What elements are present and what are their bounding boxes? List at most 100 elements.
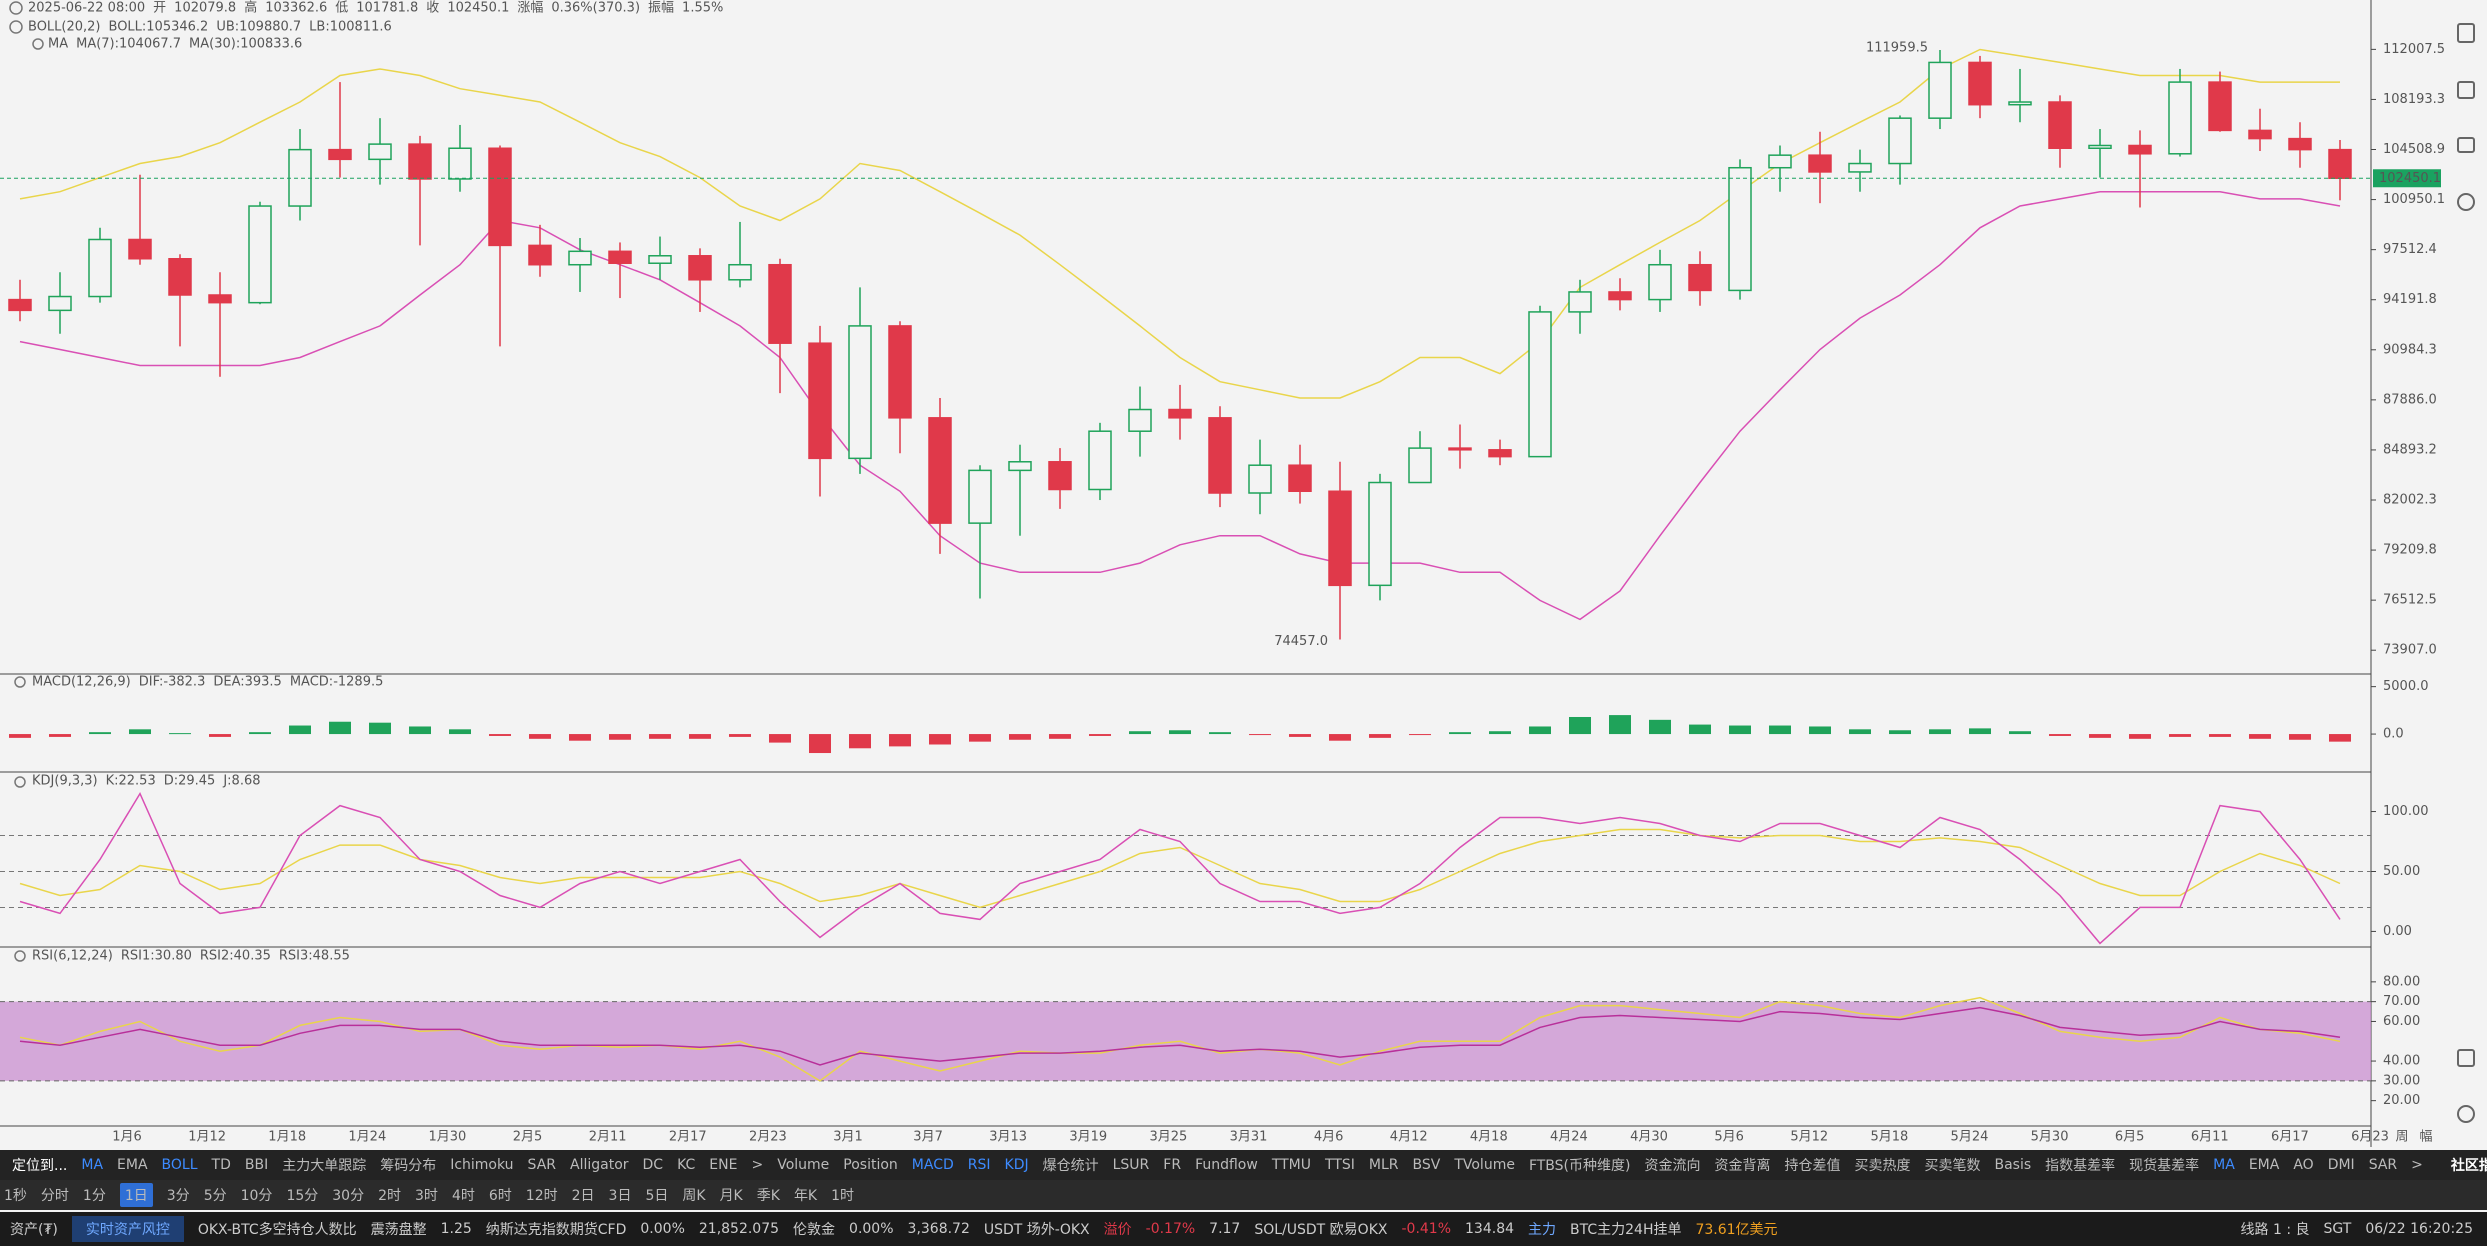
interval-option[interactable]: 15分	[286, 1188, 319, 1204]
indicator-tab[interactable]: Volume	[777, 1157, 830, 1173]
indicator-tab[interactable]: TVolume	[1454, 1157, 1515, 1173]
interval-option[interactable]: 月K	[719, 1188, 743, 1204]
interval-option[interactable]: 3时	[415, 1188, 438, 1204]
candle-body	[2088, 144, 2112, 149]
interval-option[interactable]: 12时	[525, 1188, 558, 1204]
indicator-tab[interactable]: MA	[81, 1157, 104, 1173]
interval-option[interactable]: 4时	[451, 1188, 475, 1204]
indicator-tab[interactable]: FR	[1163, 1157, 1182, 1173]
quote-high-label: 高	[244, 0, 257, 16]
candle-body	[528, 244, 552, 266]
interval-option[interactable]: 5日	[645, 1188, 669, 1204]
y-tick-label: 87886.0	[2383, 392, 2437, 407]
indicator-tab[interactable]: 指数基差率	[2045, 1158, 2116, 1174]
indicator-tab[interactable]: BSV	[1412, 1157, 1441, 1173]
candle-body	[808, 342, 832, 460]
tab-option[interactable]: 社区指标	[2450, 1158, 2487, 1174]
indicator-tab[interactable]: >	[751, 1157, 764, 1173]
indicator-tab[interactable]: 持仓差值	[1784, 1158, 1841, 1174]
x-tick-label: 2月17	[669, 1130, 707, 1145]
indicator-tab[interactable]: >	[2411, 1157, 2423, 1173]
candle-body	[488, 147, 512, 247]
indicator-tab[interactable]: MACD	[911, 1157, 954, 1173]
indicator-tab[interactable]: BBI	[244, 1157, 269, 1173]
interval-option[interactable]: 分时	[40, 1188, 69, 1204]
candle-body	[1128, 408, 1152, 432]
indicator-tab[interactable]: EMA	[117, 1157, 148, 1173]
candle-body	[248, 205, 272, 304]
indicator-tab[interactable]: LSUR	[1112, 1157, 1150, 1173]
interval-option[interactable]: 1日	[119, 1183, 153, 1207]
indicator-tab[interactable]: Ichimoku	[450, 1157, 514, 1173]
interval-option[interactable]: 周K	[682, 1188, 706, 1204]
indicator-tab[interactable]: 买卖热度	[1854, 1158, 1911, 1174]
indicator-tab[interactable]: SAR	[2368, 1157, 2398, 1173]
interval-option[interactable]: 5分	[203, 1188, 227, 1204]
status-item: 3,368.72	[907, 1221, 970, 1237]
indicator-tab[interactable]: 买卖笔数	[1924, 1158, 1981, 1174]
indicator-tab[interactable]: BOLL	[161, 1157, 198, 1173]
indicator-tab[interactable]: SAR	[527, 1157, 556, 1173]
macd-bar	[2049, 734, 2071, 736]
interval-option[interactable]: 季K	[756, 1188, 780, 1204]
indicator-line	[19, 1006, 2341, 1066]
x-extra-label: 幅	[2419, 1130, 2432, 1145]
indicator-tab[interactable]: MLR	[1368, 1157, 1399, 1173]
interval-option[interactable]: 3分	[166, 1188, 190, 1204]
indicator-tab[interactable]: DC	[642, 1157, 664, 1173]
interval-option[interactable]: 1分	[82, 1188, 106, 1204]
status-item: 21,852.075	[698, 1221, 780, 1237]
indicator-tab[interactable]: TTMU	[1271, 1157, 1312, 1173]
indicator-tab[interactable]: Fundflow	[1195, 1157, 1258, 1173]
indicator-tab[interactable]: 爆仓统计	[1042, 1158, 1099, 1174]
macd-bar	[169, 733, 191, 735]
indicator-tab[interactable]: 筹码分布	[380, 1158, 437, 1174]
interval-option[interactable]: 6时	[488, 1188, 512, 1204]
indicator-tab[interactable]: KDJ	[1004, 1157, 1029, 1173]
candle-body	[968, 469, 992, 524]
interval-option[interactable]: 2时	[378, 1188, 402, 1204]
y-tick-label: 108193.3	[2383, 92, 2445, 107]
interval-option[interactable]: 3日	[608, 1188, 632, 1204]
last-price-label: 102450.1	[2379, 171, 2441, 186]
macd-bar	[1049, 734, 1071, 739]
indicator-tab[interactable]: Alligator	[570, 1157, 629, 1173]
interval-option[interactable]: 30分	[332, 1188, 365, 1204]
indicator-tab[interactable]: Basis	[1994, 1157, 2032, 1173]
y-tick-label: 73907.0	[2383, 643, 2437, 658]
indicator-tab[interactable]: 资金流向	[1644, 1158, 1701, 1174]
indicator-tab[interactable]: MA	[2213, 1157, 2235, 1173]
indicator-tab[interactable]: RSI	[967, 1157, 991, 1173]
interval-option[interactable]: 年K	[793, 1188, 818, 1204]
candle-body	[1408, 447, 1432, 484]
indicator-tab[interactable]: TD	[211, 1157, 231, 1173]
candle-body	[1368, 481, 1392, 587]
high-annotation: 111959.5	[1866, 40, 1928, 55]
indicator-tab[interactable]: 现货基差率	[2129, 1158, 2200, 1174]
indicator-tab[interactable]: 资金背离	[1714, 1158, 1771, 1174]
indicator-tab[interactable]: 主力大单跟踪	[282, 1158, 367, 1174]
indicator-tab[interactable]: Position	[843, 1157, 898, 1173]
interval-option[interactable]: 10分	[240, 1188, 273, 1204]
candle-body	[608, 250, 632, 264]
candle-body	[2328, 148, 2352, 180]
macd-bar	[689, 734, 711, 739]
locate-button[interactable]: 定位到...	[12, 1158, 68, 1174]
candle-body	[1208, 417, 1232, 494]
x-tick-label: 1月18	[268, 1130, 306, 1145]
status-item: USDT 场外-OKX	[983, 1222, 1090, 1238]
candle-body	[888, 325, 912, 419]
indicator-tab[interactable]: ENE	[709, 1157, 738, 1173]
x-tick-label: 1月12	[188, 1130, 226, 1145]
indicator-tab[interactable]: FTBS(币种维度)	[1528, 1158, 1631, 1174]
interval-option[interactable]: 1时	[831, 1188, 855, 1204]
indicator-tab[interactable]: KC	[677, 1157, 696, 1173]
indicator-tab[interactable]: TTSI	[1325, 1157, 1355, 1173]
interval-option[interactable]: 1秒	[4, 1188, 27, 1204]
indicator-tab[interactable]: EMA	[2248, 1157, 2280, 1173]
indicator-tab[interactable]: DMI	[2327, 1157, 2355, 1173]
indicator-tab[interactable]: AO	[2293, 1157, 2314, 1173]
interval-option[interactable]: 2日	[571, 1188, 595, 1204]
macd-bar	[1849, 729, 1871, 735]
macd-bar	[289, 725, 311, 735]
